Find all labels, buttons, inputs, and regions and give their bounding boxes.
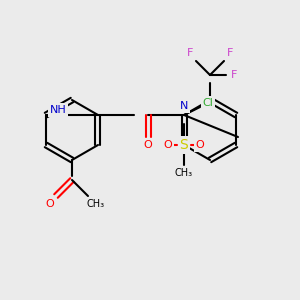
Text: Cl: Cl	[202, 98, 214, 108]
Text: CH₃: CH₃	[87, 199, 105, 209]
Text: F: F	[227, 48, 233, 58]
Text: O: O	[164, 140, 172, 150]
Text: O: O	[196, 140, 204, 150]
Text: S: S	[180, 138, 188, 152]
Text: CH₃: CH₃	[175, 168, 193, 178]
Text: N: N	[180, 101, 188, 111]
Text: F: F	[231, 70, 237, 80]
Text: O: O	[144, 140, 152, 150]
Text: F: F	[187, 48, 193, 58]
Text: NH: NH	[50, 105, 66, 115]
Text: O: O	[46, 199, 54, 209]
